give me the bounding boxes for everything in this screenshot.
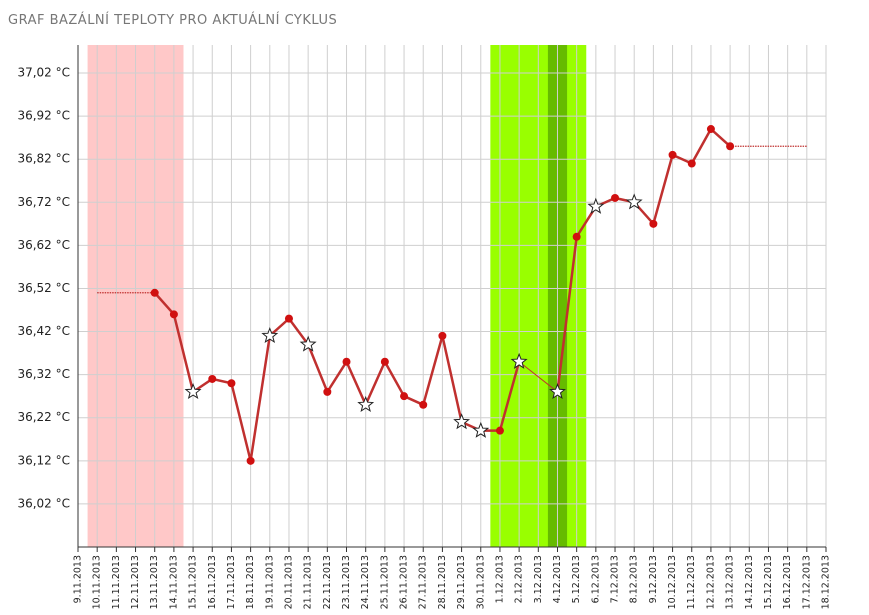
x-tick-label: 9.12.2013 <box>648 555 659 603</box>
point <box>380 357 389 366</box>
x-tick-label: 29.11.2013 <box>456 555 467 609</box>
x-tick-label: 18.11.2013 <box>245 555 256 609</box>
x-tick-label: 23.11.2013 <box>341 555 352 609</box>
x-tick-label: 3.12.2013 <box>533 555 544 603</box>
star-point <box>587 197 605 214</box>
x-tick-label: 13.11.2013 <box>149 555 160 609</box>
star-point <box>299 335 317 352</box>
x-tick-label: 11.11.2013 <box>111 555 122 609</box>
point <box>227 379 236 388</box>
x-tick-label: 20.11.2013 <box>283 555 294 609</box>
x-tick-label: 17.11.2013 <box>226 555 237 609</box>
point <box>246 456 255 465</box>
point <box>208 374 217 383</box>
x-tick-label: 12.12.2013 <box>705 555 716 609</box>
x-tick-label: 8.12.2013 <box>629 555 640 603</box>
x-tick-label: 24.11.2013 <box>360 555 371 609</box>
x-tick-label: 10.12.2013 <box>667 555 678 609</box>
star-point <box>510 352 528 369</box>
x-tick-label: 27.11.2013 <box>418 555 429 609</box>
y-tick-label: 36,42 °C <box>17 324 70 338</box>
star-point <box>625 193 643 210</box>
y-tick-label: 36,52 °C <box>17 281 70 295</box>
x-tick-label: 5.12.2013 <box>571 555 582 603</box>
x-tick-label: 2.12.2013 <box>514 555 525 603</box>
point <box>611 193 620 202</box>
point <box>668 150 677 159</box>
x-tick-label: 4.12.2013 <box>552 555 563 603</box>
point <box>169 310 178 319</box>
x-tick-label: 25.11.2013 <box>379 555 390 609</box>
x-tick-label: 18.12.2013 <box>821 555 832 609</box>
x-tick-label: 9.11.2013 <box>73 555 84 603</box>
star-point <box>549 383 566 400</box>
y-tick-label: 37,02 °C <box>17 66 70 80</box>
x-tick-label: 14.12.2013 <box>744 555 755 609</box>
x-tick-label: 30.11.2013 <box>475 555 486 609</box>
point <box>495 426 504 435</box>
star-point <box>261 327 279 344</box>
y-tick-label: 36,12 °C <box>17 453 70 467</box>
y-tick-label: 36,92 °C <box>17 109 70 123</box>
x-tick-label: 7.12.2013 <box>610 555 621 603</box>
x-tick-label: 26.11.2013 <box>399 555 410 609</box>
chart-title: GRAF BAZÁLNÍ TEPLOTY PRO AKTUÁLNÍ CYKLUS <box>8 12 337 28</box>
point <box>419 400 428 409</box>
x-tick-label: 22.11.2013 <box>322 555 333 609</box>
y-tick-label: 36,32 °C <box>17 367 70 381</box>
y-tick-label: 36,22 °C <box>17 410 70 424</box>
x-tick-label: 17.12.2013 <box>801 555 812 609</box>
x-tick-label: 13.12.2013 <box>725 555 736 609</box>
x-tick-label: 21.11.2013 <box>303 555 314 609</box>
x-tick-label: 16.11.2013 <box>207 555 218 609</box>
point <box>438 331 447 340</box>
star-point <box>453 413 471 430</box>
point <box>687 159 696 168</box>
x-tick-label: 15.11.2013 <box>188 555 199 609</box>
x-tick-label: 15.12.2013 <box>763 555 774 609</box>
point <box>342 357 351 366</box>
x-tick-label: 12.11.2013 <box>130 555 141 609</box>
x-tick-label: 16.12.2013 <box>782 555 793 609</box>
bridge-line <box>518 361 558 393</box>
y-tick-label: 36,82 °C <box>17 152 70 166</box>
point <box>400 392 409 401</box>
y-tick-label: 36,02 °C <box>17 496 70 510</box>
x-tick-label: 6.12.2013 <box>590 555 601 603</box>
point <box>726 142 735 151</box>
x-tick-label: 14.11.2013 <box>168 555 179 609</box>
y-tick-label: 36,72 °C <box>17 195 70 209</box>
point <box>150 288 159 297</box>
x-tick-label: 1.12.2013 <box>494 555 505 603</box>
point <box>284 314 293 323</box>
x-tick-label: 11.12.2013 <box>686 555 697 609</box>
x-tick-label: 28.11.2013 <box>437 555 448 609</box>
star-point <box>472 421 490 438</box>
star-point <box>357 395 375 413</box>
x-tick-label: 19.11.2013 <box>264 555 275 609</box>
star-point <box>184 383 202 400</box>
point <box>572 232 581 241</box>
point <box>649 219 658 228</box>
point <box>323 387 332 396</box>
point <box>706 125 715 134</box>
y-tick-label: 36,62 °C <box>17 238 70 252</box>
x-tick-label: 10.11.2013 <box>92 555 103 609</box>
